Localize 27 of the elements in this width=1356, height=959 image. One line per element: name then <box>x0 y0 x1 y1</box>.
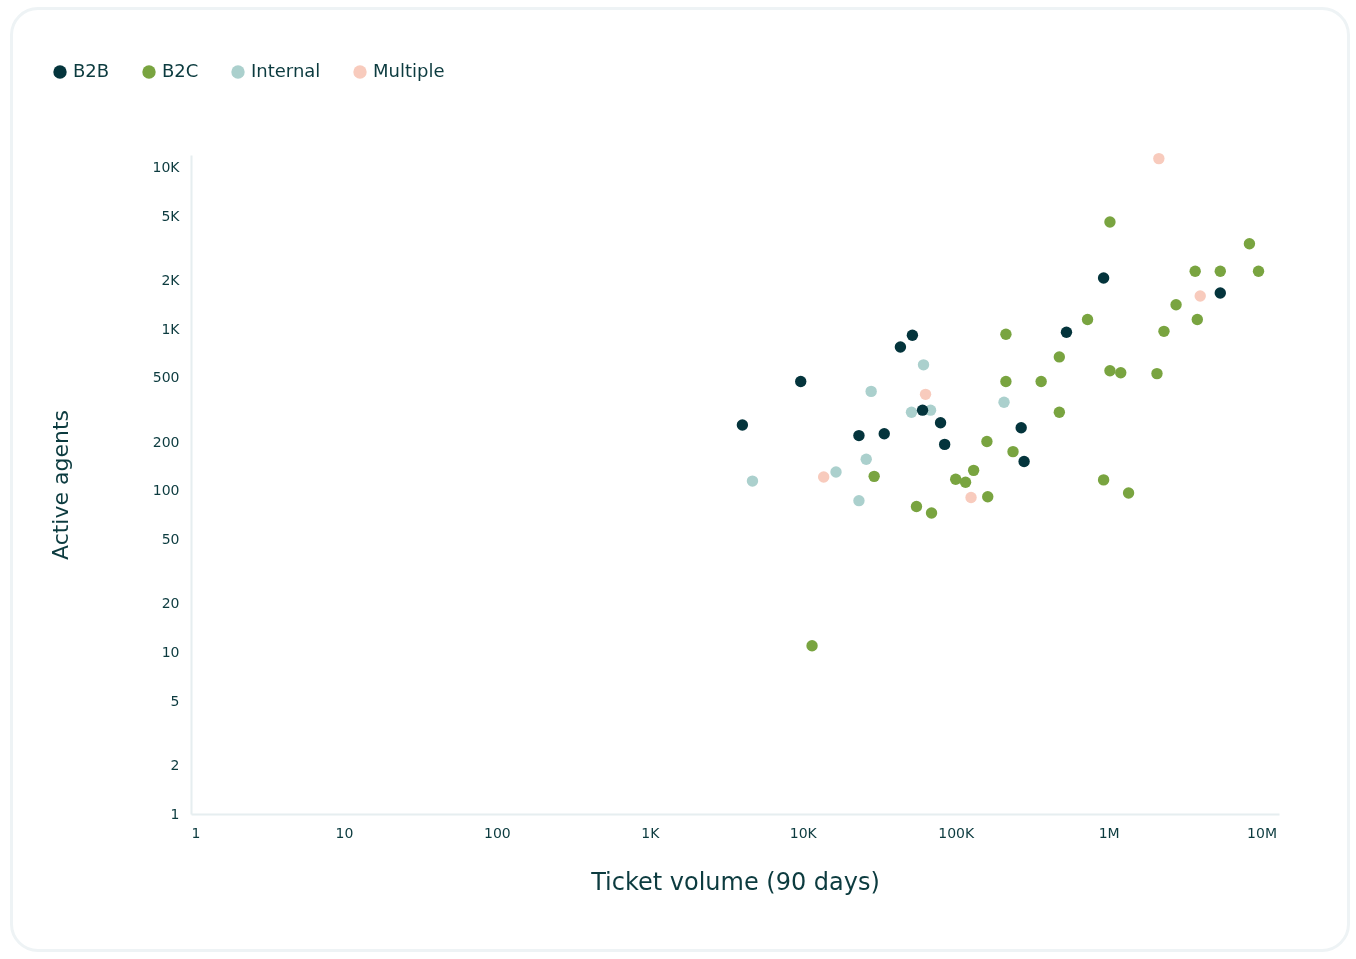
y-tick-label: 1K <box>161 320 181 337</box>
x-tick-label: 1 <box>191 824 201 841</box>
y-tick-label: 2 <box>170 756 180 773</box>
x-tick-label: 10M <box>1247 824 1278 841</box>
legend-label: Multiple <box>373 60 445 81</box>
x-axis-title: Ticket volume (90 days) <box>590 867 880 896</box>
legend-label: B2C <box>162 60 199 81</box>
y-tick-label: 20 <box>161 595 180 612</box>
y-tick-label: 5K <box>161 207 181 224</box>
y-tick-label: 1 <box>170 805 180 822</box>
y-tick-label: 5 <box>170 692 180 709</box>
y-tick-label: 10K <box>152 159 181 176</box>
x-tick-label: 10 <box>335 824 354 841</box>
y-tick-label: 500 <box>152 369 180 386</box>
y-tick-label: 2K <box>161 272 181 289</box>
legend-label: B2B <box>73 60 110 81</box>
y-tick-label: 10 <box>161 643 180 660</box>
x-tick-label: 100 <box>484 824 511 841</box>
legend-label: Internal <box>251 60 321 81</box>
y-axis-title: Active agents <box>47 409 73 561</box>
x-tick-label: 100K <box>938 824 975 841</box>
y-tick-label: 50 <box>161 531 180 548</box>
x-tick-label: 1M <box>1098 824 1120 841</box>
y-tick-label: 200 <box>152 433 180 450</box>
x-tick-label: 10K <box>789 824 818 841</box>
x-tick-label: 1K <box>641 824 661 841</box>
y-tick-label: 100 <box>152 482 180 499</box>
